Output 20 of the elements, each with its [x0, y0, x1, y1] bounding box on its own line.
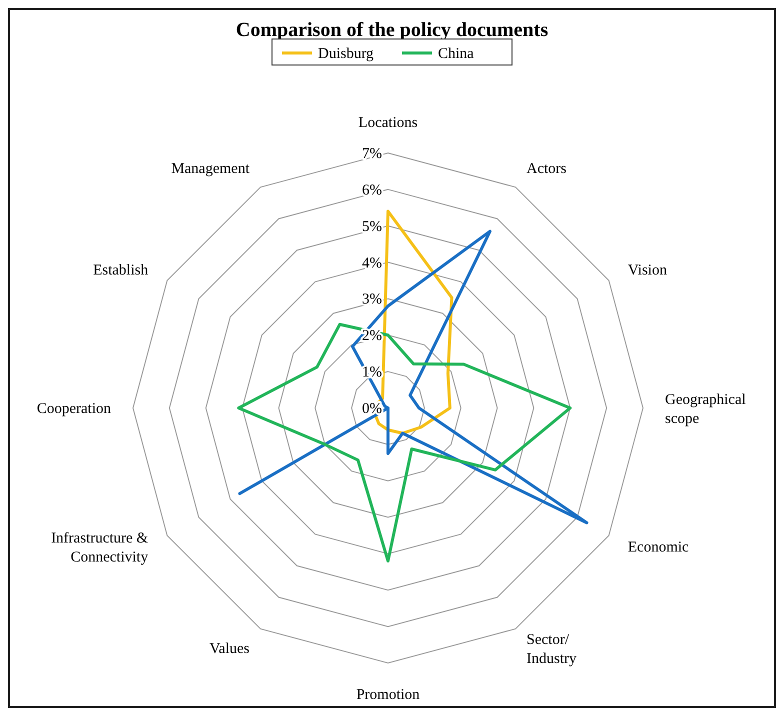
- spoke-label: Cooperation: [36, 401, 112, 417]
- legend-label: Duisburg: [318, 46, 374, 62]
- spoke-label: Economic: [628, 540, 690, 556]
- y-tick-label: 4%: [362, 255, 382, 272]
- y-tick-label: 5%: [362, 218, 382, 235]
- y-tick-label: 3%: [362, 292, 382, 308]
- spoke-label: Geographical scope: [665, 392, 746, 427]
- spoke-label: Locations: [358, 115, 418, 131]
- spoke-label: Management: [171, 161, 250, 178]
- spoke-label: Establish: [93, 262, 149, 278]
- legend-label: China: [438, 46, 474, 62]
- spoke-label: Vision: [628, 262, 668, 278]
- spoke-label: Values: [210, 640, 250, 657]
- spoke-label: Promotion: [356, 687, 420, 703]
- spoke-label: Actors: [526, 161, 567, 178]
- chart-title: Comparison of the policy documents: [236, 19, 548, 41]
- y-tick-label: 6%: [362, 182, 382, 198]
- spoke-label: Sector/ Industry: [526, 632, 577, 667]
- spoke-label: Infrastructure & Connectivity: [51, 530, 149, 566]
- y-tick-label: 7%: [362, 146, 382, 162]
